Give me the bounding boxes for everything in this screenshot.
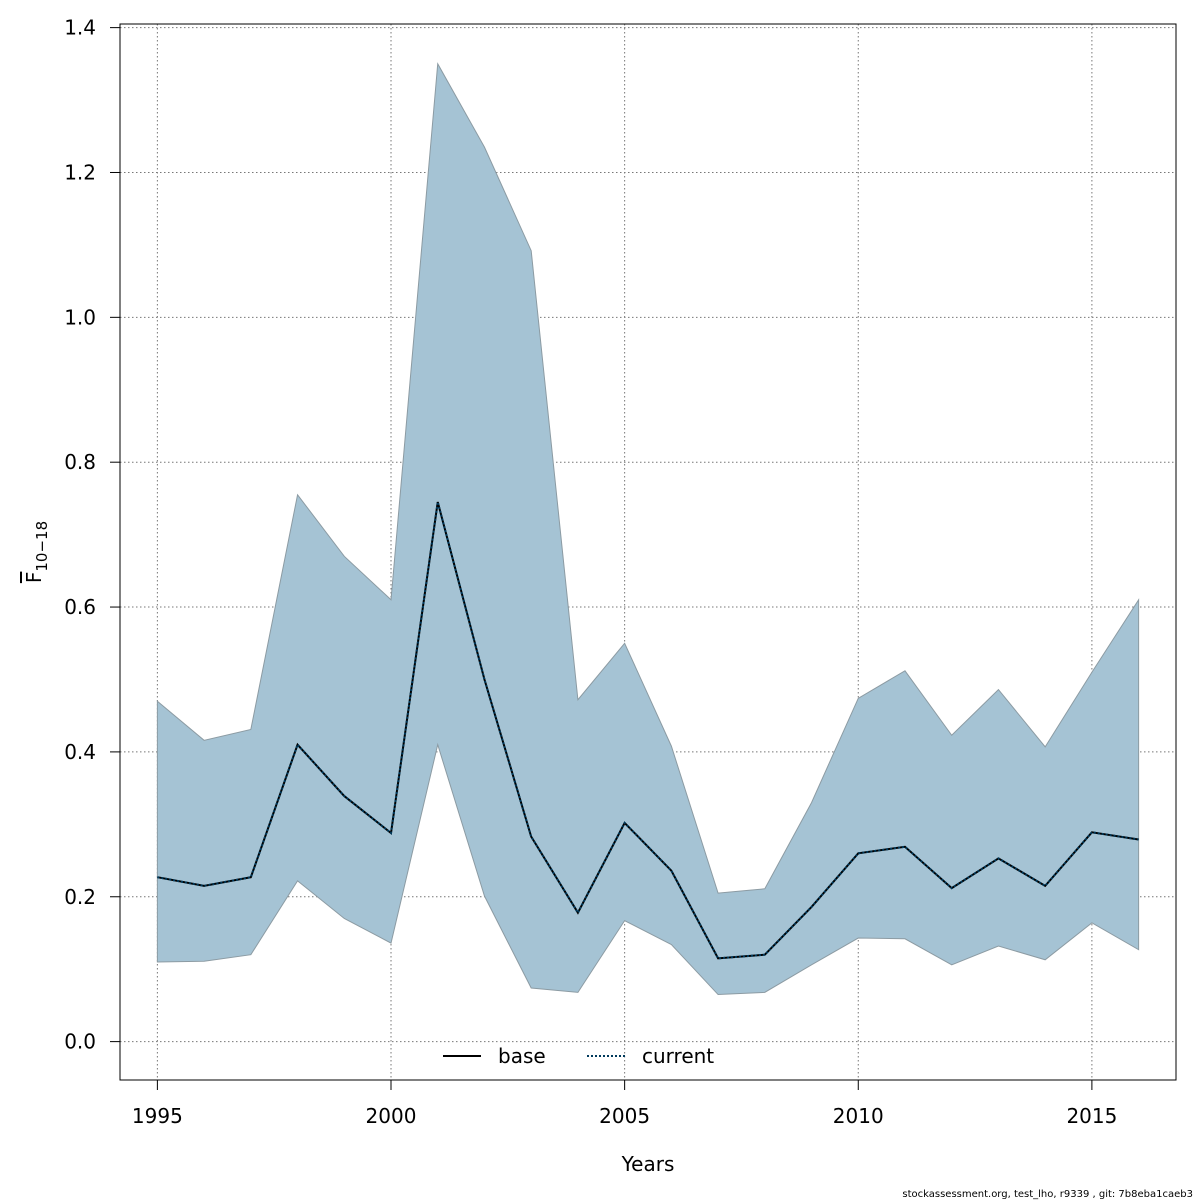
legend: base current	[443, 1044, 714, 1068]
y-axis-label-main: F	[22, 572, 46, 584]
y-tick-label-4: 0.8	[64, 450, 96, 474]
y-tick-label-7: 1.4	[64, 16, 96, 40]
legend-label-base: base	[498, 1044, 546, 1068]
svg-text:F10−18: F10−18	[22, 521, 51, 583]
x-tick-label-1995: 1995	[132, 1104, 183, 1128]
y-tick-label-2: 0.4	[64, 740, 96, 764]
y-axis: 0.0 0.2 0.4 0.6 0.8 1.0 1.2 1.4	[64, 16, 121, 1054]
y-tick-label-1: 0.2	[64, 885, 96, 909]
series-line-current	[157, 501, 1139, 960]
series-lines	[157, 501, 1139, 960]
x-tick-label-2005: 2005	[599, 1104, 650, 1128]
x-tick-label-2015: 2015	[1066, 1104, 1117, 1128]
y-axis-label-sub: 10−18	[33, 521, 51, 572]
confidence-band-area	[156, 62, 1140, 996]
x-axis-label: Years	[621, 1152, 675, 1176]
y-axis-label: F10−18	[22, 521, 51, 583]
y-tick-label-6: 1.2	[64, 160, 96, 184]
legend-label-current: current	[642, 1044, 714, 1068]
x-tick-label-2010: 2010	[833, 1104, 884, 1128]
x-axis: 1995 2000 2005 2010 2015	[132, 1079, 1117, 1128]
confidence-band	[156, 62, 1140, 996]
y-tick-label-5: 1.0	[64, 305, 96, 329]
grid	[120, 24, 1176, 1080]
footer-credit: stockassessment.org, test_lho, r9339 , g…	[902, 1189, 1193, 1200]
x-tick-label-2000: 2000	[366, 1104, 417, 1128]
y-tick-label-0: 0.0	[64, 1030, 96, 1054]
y-tick-label-3: 0.6	[64, 595, 96, 619]
